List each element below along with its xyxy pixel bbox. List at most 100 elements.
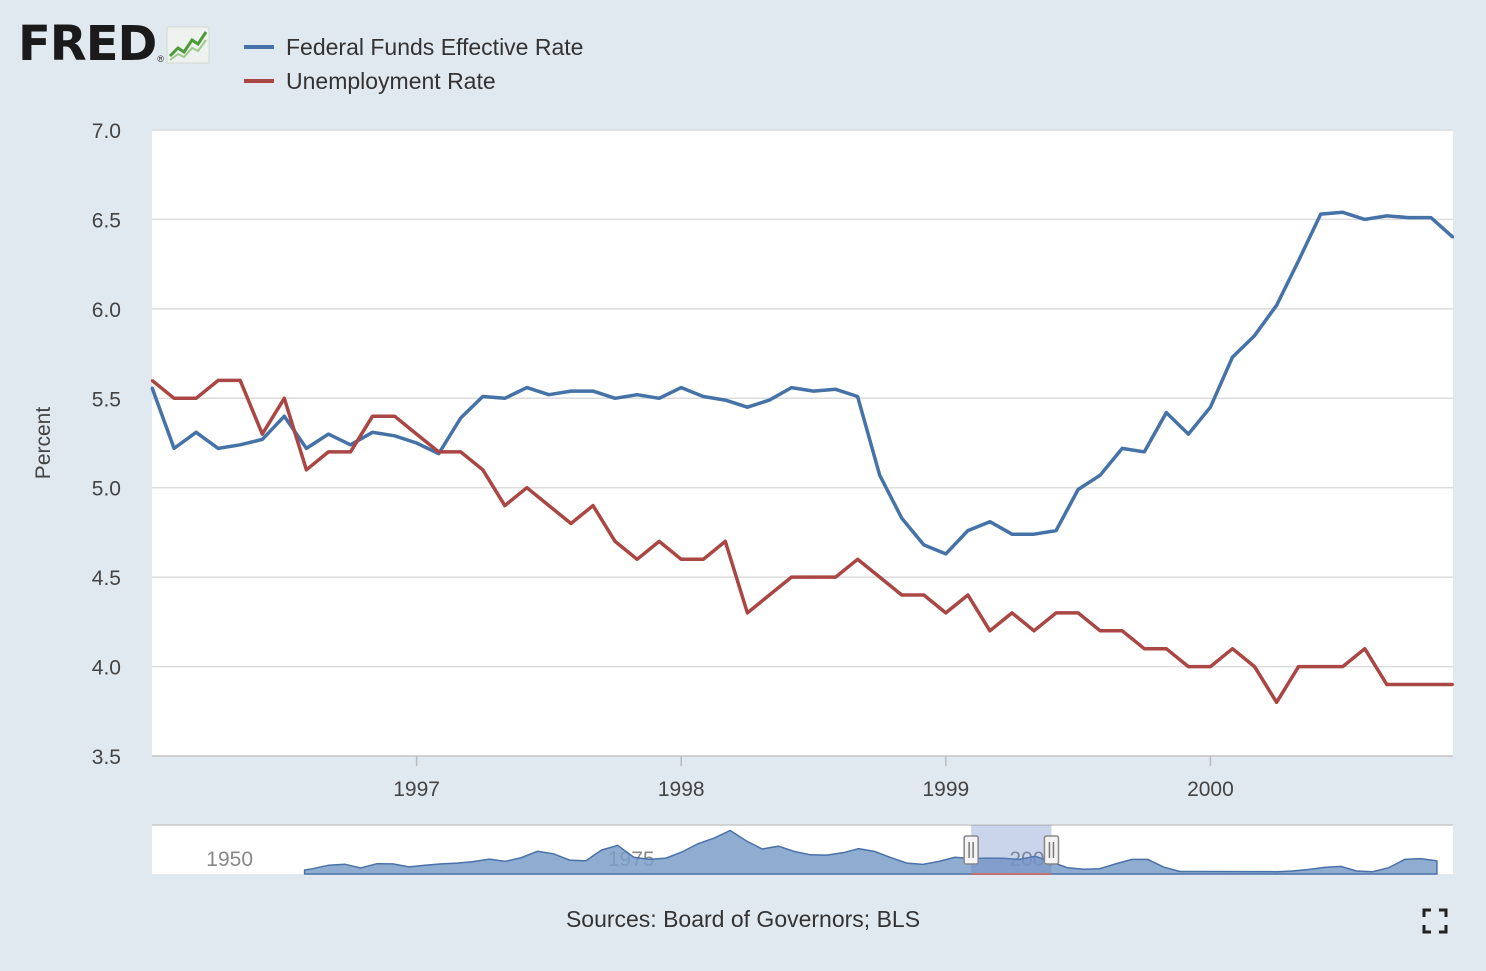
data-point (459, 450, 462, 454)
data-point (1341, 665, 1344, 668)
data-point (1385, 683, 1389, 686)
data-point (856, 395, 859, 398)
data-point (680, 386, 683, 389)
x-tick-label: 2000 (1187, 778, 1234, 801)
data-point (1121, 447, 1124, 450)
legend-label-unemployment: Unemployment Rate (286, 67, 496, 94)
data-point (371, 431, 374, 434)
data-point (239, 379, 242, 382)
data-point (724, 398, 727, 402)
data-point (1451, 683, 1455, 686)
y-tick-label: 4.0 (92, 657, 121, 680)
data-point (1363, 647, 1366, 650)
data-point (305, 468, 308, 472)
data-point (1363, 218, 1366, 221)
data-point (525, 486, 529, 489)
data-point (922, 593, 925, 597)
data-point (1209, 665, 1212, 668)
data-point (1054, 611, 1058, 615)
expand-icon[interactable] (1420, 906, 1450, 936)
data-point (415, 441, 418, 445)
y-tick-label: 3.5 (92, 746, 121, 769)
navigator-handle-left[interactable] (963, 835, 979, 865)
data-point (1231, 647, 1234, 650)
data-point (966, 529, 970, 532)
data-point (635, 558, 639, 561)
series-line-unemployment[interactable] (150, 378, 1453, 705)
data-point (194, 397, 198, 400)
data-point (1209, 406, 1212, 409)
data-point (1143, 647, 1146, 650)
x-tick-label: 1998 (658, 778, 705, 801)
navigator-handle-right[interactable] (1043, 835, 1060, 865)
data-point (680, 558, 683, 561)
data-point (1076, 611, 1080, 615)
data-point (1429, 216, 1433, 219)
data-point (878, 473, 881, 477)
y-tick-label: 7.0 (92, 120, 121, 143)
data-point (172, 397, 176, 400)
data-point (459, 416, 462, 420)
data-point (657, 540, 661, 543)
navigator-overview-area (303, 829, 1438, 875)
chart-trend-icon (166, 26, 210, 64)
data-point (878, 575, 881, 579)
legend-item-unemployment[interactable]: Unemployment Rate (244, 64, 583, 98)
data-point (1275, 701, 1278, 704)
legend-swatch-fed-funds (244, 45, 274, 49)
data-point (547, 393, 551, 396)
data-point (900, 516, 903, 520)
data-point (305, 447, 308, 450)
data-point (1253, 665, 1256, 668)
data-point (922, 543, 925, 547)
data-point (1076, 488, 1080, 491)
fred-logo[interactable]: FRED ® (18, 20, 210, 68)
data-point (1319, 212, 1322, 216)
data-point (812, 389, 815, 393)
data-point (239, 443, 242, 446)
data-point (1297, 665, 1300, 668)
data-point (1187, 665, 1190, 668)
data-point (1121, 629, 1124, 632)
data-point (1275, 304, 1278, 307)
data-point (702, 558, 705, 561)
navigator-selection[interactable] (971, 825, 1052, 874)
data-point (1010, 533, 1014, 536)
data-point (327, 450, 330, 454)
data-point (150, 386, 154, 389)
data-point (591, 389, 595, 393)
legend-label-fed-funds: Federal Funds Effective Rate (286, 33, 584, 60)
data-point (216, 379, 220, 382)
data-point (1032, 533, 1036, 536)
data-point (702, 395, 705, 398)
data-point (591, 504, 595, 507)
data-point (613, 397, 617, 400)
y-tick-label: 6.5 (92, 209, 121, 232)
data-point (547, 504, 551, 507)
data-point (283, 414, 286, 418)
x-tick-label: 1997 (393, 778, 440, 801)
series-line-fed-funds[interactable] (150, 210, 1455, 556)
data-point (1385, 214, 1389, 218)
y-tick-label: 6.0 (92, 299, 121, 322)
data-point (503, 504, 507, 507)
data-point (900, 593, 903, 597)
data-point (172, 447, 176, 450)
data-point (944, 611, 948, 615)
data-point (261, 438, 264, 441)
data-point (834, 575, 837, 579)
data-point (1407, 216, 1411, 219)
y-tick-label: 4.5 (92, 567, 121, 590)
x-tick-label: 1999 (922, 778, 969, 801)
data-point (1165, 411, 1168, 414)
data-point (1297, 259, 1300, 262)
data-point (1187, 432, 1190, 436)
data-point (768, 593, 771, 597)
navigator-year-label: 1950 (206, 848, 253, 871)
data-point (327, 432, 330, 436)
legend-item-fed-funds[interactable]: Federal Funds Effective Rate (244, 30, 583, 64)
data-point (1143, 450, 1146, 454)
data-point (1319, 665, 1322, 668)
data-point (481, 468, 484, 472)
